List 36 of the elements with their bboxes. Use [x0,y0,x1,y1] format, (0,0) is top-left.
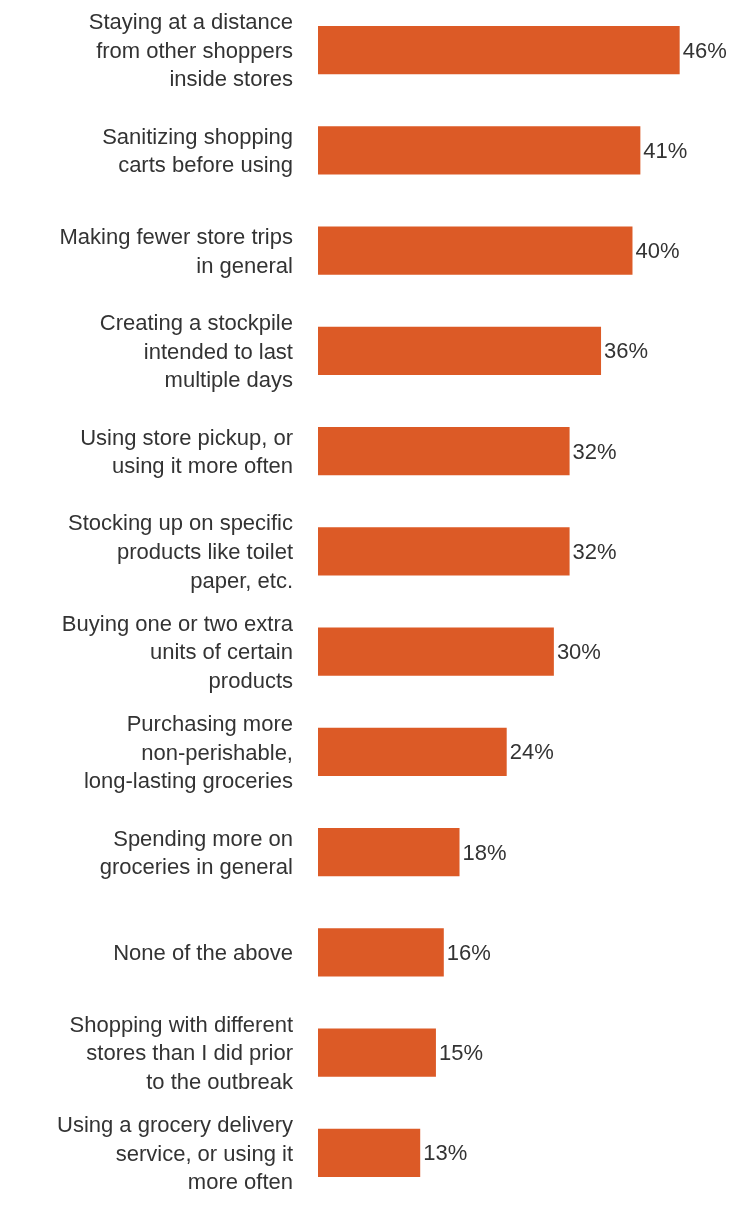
y-tick-label: Using a grocery delivery service, or using it more often [57,1111,293,1195]
data-label: 32% [572,438,617,464]
bar [318,1128,421,1177]
bar [318,427,570,476]
bar [318,226,633,275]
y-tick-label: None of the above [113,940,293,966]
data-label: 13% [423,1140,468,1166]
data-label: 40% [635,238,680,264]
y-tick-label: Buying one or two extra units of certain products [61,610,294,693]
bar [318,26,680,75]
bar [318,1028,436,1077]
y-tick-label: Sanitizing shopping carts before using [102,123,293,178]
bar [318,527,570,576]
bar [318,326,602,375]
y-tick-label: Shopping with different stores than I did prior to the outbreak [69,1011,294,1094]
bar [318,828,460,877]
y-tick-label: Purchasing more non-perishable, long-lasting groceries [83,710,293,794]
y-tick-label: Staying at a distance from other shoppers inside stores [88,9,293,92]
data-label: 36% [604,338,649,364]
data-label: 18% [462,839,507,865]
bar [318,627,554,676]
data-label: 24% [509,739,554,765]
data-label: 16% [446,939,491,965]
y-tick-label: Creating a stockpile intended to last multiple days [99,309,293,393]
bar [318,126,641,175]
y-tick-label: Stocking up on specific products like toilet paper, etc. [67,510,293,593]
y-tick-label: Using store pickup, or using it more often [80,424,293,479]
data-label: 15% [438,1040,483,1066]
data-label: 46% [682,37,727,63]
data-label: 41% [643,137,688,163]
y-tick-label: Spending more on groceries in general [99,825,293,880]
data-label: 32% [572,538,617,564]
data-label: 30% [556,639,601,665]
y-tick-label: Making fewer store trips in general [59,224,293,278]
bar [318,727,507,776]
bar [318,928,444,977]
